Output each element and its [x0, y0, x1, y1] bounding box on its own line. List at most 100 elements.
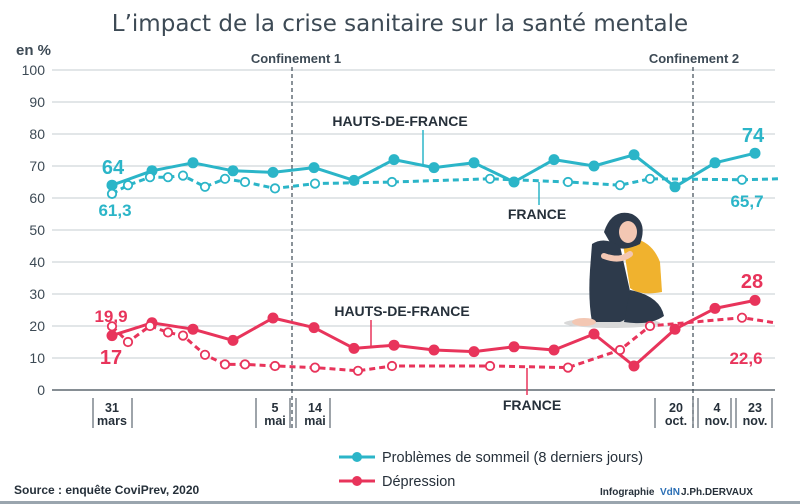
data-point-sommeil-france: [219, 173, 231, 184]
data-point-depression-france: [106, 321, 118, 332]
x-tick-label: mai: [304, 414, 326, 428]
region-label-depression-france: FRANCE: [503, 397, 561, 413]
y-tick-label: 50: [29, 222, 45, 238]
illustration-shirt: [622, 237, 662, 294]
value-label-sommeil-hdf-end: 74: [742, 125, 765, 147]
x-tick-label: nov.: [743, 414, 768, 428]
data-point-sommeil-hdf: [669, 181, 681, 193]
data-point-depression-france: [239, 359, 251, 370]
value-labels: 64 61,3 74 65,7 19,9 17 28 22,6: [94, 125, 765, 369]
legend-label-sommeil: Problèmes de sommeil (8 derniers jours): [382, 450, 643, 466]
legend-marker-depression: [352, 476, 362, 486]
data-point-depression-france: [386, 360, 398, 372]
data-point-sommeil-hdf: [628, 149, 640, 161]
source-note: Source : enquête CoviPrev, 2020: [14, 483, 200, 497]
data-point-sommeil-france: [562, 176, 574, 188]
data-point-sommeil-france: [199, 181, 211, 192]
data-point-depression-hdf: [628, 360, 640, 372]
data-point-sommeil-france: [484, 173, 496, 184]
illustration-arms: [601, 251, 633, 262]
y-tick-label: 60: [29, 190, 45, 206]
series-points: [106, 147, 761, 376]
data-point-sommeil-france: [644, 173, 656, 184]
data-point-sommeil-hdf: [508, 176, 520, 188]
value-label-depression-france-end: 22,6: [729, 349, 762, 368]
x-tick-label: 20: [669, 401, 683, 415]
data-point-depression-france: [484, 360, 496, 372]
data-point-depression-france: [269, 360, 281, 372]
data-point-sommeil-france: [162, 172, 174, 183]
data-point-depression-hdf: [227, 334, 239, 346]
data-point-sommeil-hdf: [548, 154, 560, 166]
illustration-face: [619, 221, 637, 243]
data-point-sommeil-france: [386, 176, 398, 188]
data-point-depression-hdf: [106, 330, 118, 342]
data-point-depression-hdf: [428, 344, 440, 356]
value-label-sommeil-hdf-start: 64: [102, 157, 125, 179]
data-point-sommeil-hdf: [106, 179, 118, 191]
illustration-feet: [572, 318, 596, 326]
y-axis-unit: en %: [16, 42, 51, 59]
y-tick-label: 70: [29, 158, 45, 174]
data-point-depression-france: [644, 320, 656, 332]
value-label-depression-hdf-end: 28: [741, 271, 763, 293]
data-point-depression-france: [614, 344, 626, 356]
data-point-sommeil-hdf: [749, 147, 761, 159]
data-point-depression-hdf: [669, 323, 681, 335]
data-point-depression-hdf: [588, 328, 600, 340]
data-point-depression-france: [144, 320, 156, 332]
data-point-depression-hdf: [308, 322, 320, 334]
x-tick-label: mars: [97, 414, 127, 428]
illustration-hips: [624, 290, 664, 324]
y-tick-label: 0: [37, 382, 45, 398]
data-point-sommeil-france: [122, 180, 134, 191]
value-label-depression-france-start: 19,9: [94, 307, 127, 326]
y-tick-label: 90: [29, 94, 45, 110]
data-point-sommeil-france: [106, 188, 118, 199]
confinement-markers: Confinement 1 Confinement 2: [251, 51, 739, 428]
data-point-sommeil-france: [144, 172, 156, 183]
data-point-sommeil-hdf: [308, 162, 320, 174]
value-label-sommeil-france-start: 61,3: [98, 201, 131, 220]
data-point-depression-france: [122, 336, 134, 348]
data-point-depression-france: [352, 365, 364, 376]
x-tick-label: nov.: [705, 414, 730, 428]
data-point-depression-hdf: [187, 323, 199, 335]
x-tick-label: 23: [748, 401, 762, 415]
y-tick-label: 40: [29, 254, 45, 270]
data-point-depression-hdf: [508, 341, 520, 353]
data-point-depression-hdf: [388, 339, 400, 351]
credit-author: J.Ph.DERVAUX: [681, 487, 753, 498]
data-point-sommeil-hdf: [348, 174, 360, 186]
legend-marker-sommeil: [352, 452, 362, 462]
confinement-2-label: Confinement 2: [649, 51, 739, 66]
region-annotations: HAUTS-DE-FRANCE FRANCE HAUTS-DE-FRANCE F…: [332, 113, 566, 413]
data-point-depression-france: [177, 330, 189, 341]
legend: Problèmes de sommeil (8 derniers jours) …: [339, 450, 643, 490]
value-label-depression-hdf-start: 17: [100, 347, 122, 369]
y-tick-label: 10: [29, 350, 45, 366]
bottom-border: [0, 501, 800, 504]
data-point-depression-france: [199, 349, 211, 360]
credit-prefix: Infographie: [600, 487, 655, 498]
data-point-depression-france: [162, 327, 174, 338]
region-label-sommeil-france: FRANCE: [508, 206, 566, 222]
data-point-depression-france: [562, 362, 574, 373]
data-point-depression-france: [736, 312, 748, 323]
x-tick-label: 5: [272, 401, 279, 415]
x-tick-label: 14: [308, 401, 322, 415]
data-point-depression-hdf: [468, 346, 480, 358]
data-point-depression-hdf: [267, 312, 279, 324]
legend-label-depression: Dépression: [382, 474, 455, 490]
data-point-sommeil-france: [269, 183, 281, 194]
x-tick-label: oct.: [665, 414, 687, 428]
data-point-sommeil-france: [309, 178, 321, 189]
x-tick-label: 31: [105, 401, 119, 415]
data-point-depression-hdf: [709, 302, 721, 314]
y-tick-label: 80: [29, 126, 45, 142]
x-tick-label: 4: [714, 401, 721, 415]
data-point-depression-hdf: [548, 344, 560, 356]
y-tick-label: 20: [29, 318, 45, 334]
